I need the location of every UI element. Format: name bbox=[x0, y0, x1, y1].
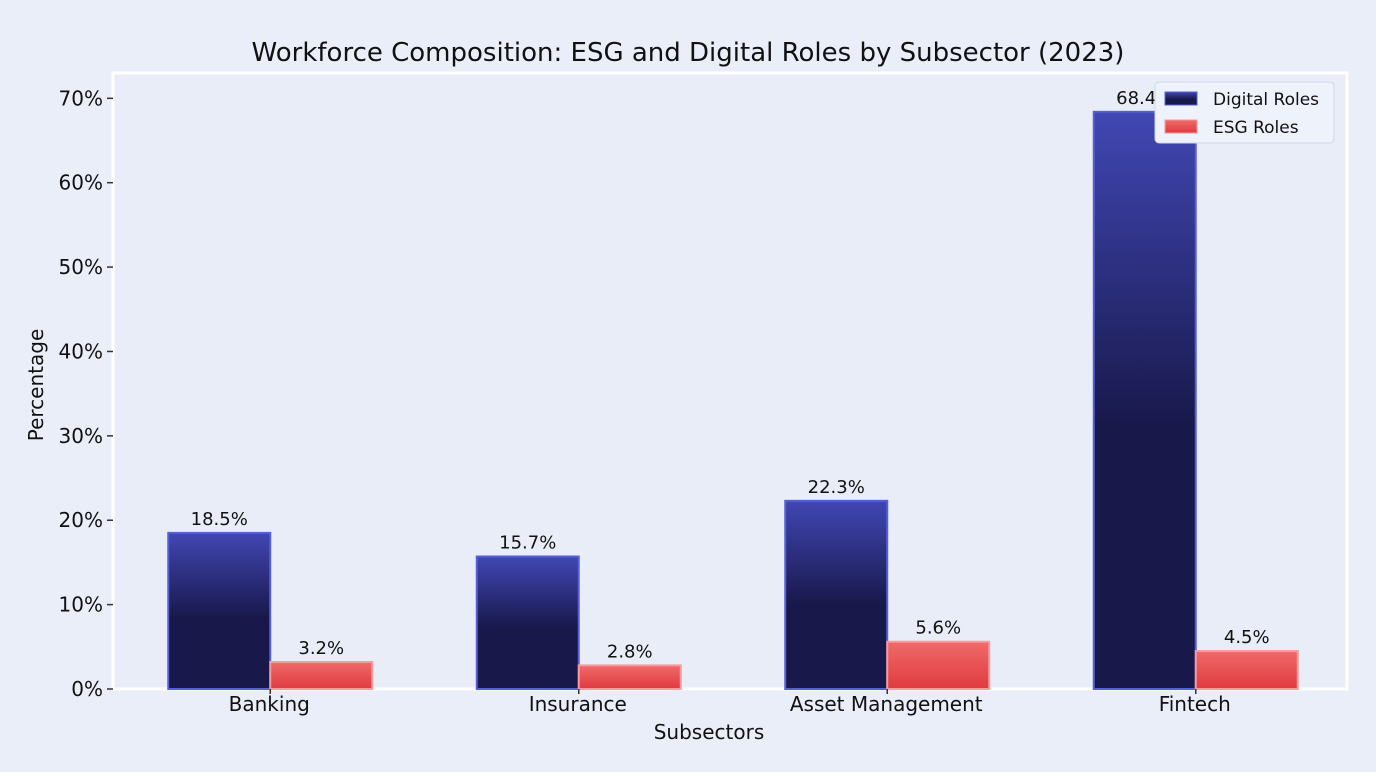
bar-esg-insurance bbox=[577, 664, 682, 691]
bar-value-label: 5.6% bbox=[915, 618, 961, 639]
y-tick-label: 60% bbox=[59, 171, 103, 195]
y-tick-label: 20% bbox=[59, 508, 103, 532]
bar-digital-fintech bbox=[1092, 110, 1197, 690]
bar-digital-asset-management bbox=[784, 499, 889, 690]
x-axis-label: Subsectors bbox=[654, 720, 765, 744]
legend-swatch-esg bbox=[1164, 119, 1198, 134]
y-axis: 0% 10% 20% 30% 40% 50% 60% 70% bbox=[59, 86, 113, 701]
y-tick-label: 10% bbox=[59, 593, 103, 617]
bar-value-label: 15.7% bbox=[499, 533, 556, 554]
y-tick-label: 50% bbox=[59, 255, 103, 279]
x-tick-label: Asset Management bbox=[790, 692, 983, 716]
bar-esg-asset-management bbox=[886, 640, 991, 690]
x-tick-label: Banking bbox=[229, 692, 310, 716]
y-tick-label: 30% bbox=[59, 424, 103, 448]
bars-layer bbox=[167, 110, 1299, 691]
y-tick-label: 0% bbox=[71, 677, 103, 701]
bar-value-label: 4.5% bbox=[1224, 627, 1270, 648]
bar-esg-fintech bbox=[1194, 650, 1299, 691]
bar-digital-banking bbox=[167, 531, 272, 690]
bar-value-labels: 18.5%3.2%15.7%2.8%22.3%5.6%68.4%4.5% bbox=[191, 88, 1270, 663]
bar-value-label: 22.3% bbox=[808, 477, 865, 498]
x-tick-label: Fintech bbox=[1159, 692, 1231, 716]
y-tick-label: 70% bbox=[59, 86, 103, 110]
chart-title: Workforce Composition: ESG and Digital R… bbox=[252, 38, 1125, 68]
x-tick-label: Insurance bbox=[529, 692, 627, 716]
bar-value-label: 3.2% bbox=[298, 638, 344, 659]
y-tick-label: 40% bbox=[59, 339, 103, 363]
bar-value-label: 18.5% bbox=[191, 509, 248, 530]
bar-value-label: 2.8% bbox=[607, 641, 653, 662]
bar-esg-banking bbox=[269, 660, 374, 690]
legend-label: Digital Roles bbox=[1213, 90, 1319, 110]
x-axis: Banking Insurance Asset Management Fintech bbox=[229, 689, 1231, 716]
legend-label: ESG Roles bbox=[1213, 118, 1299, 138]
bar-digital-insurance bbox=[475, 555, 580, 691]
y-axis-label: Percentage bbox=[24, 329, 48, 442]
legend-swatch-digital bbox=[1164, 91, 1198, 106]
legend-box bbox=[1154, 81, 1335, 144]
legend: Digital Roles ESG Roles bbox=[1154, 81, 1335, 144]
